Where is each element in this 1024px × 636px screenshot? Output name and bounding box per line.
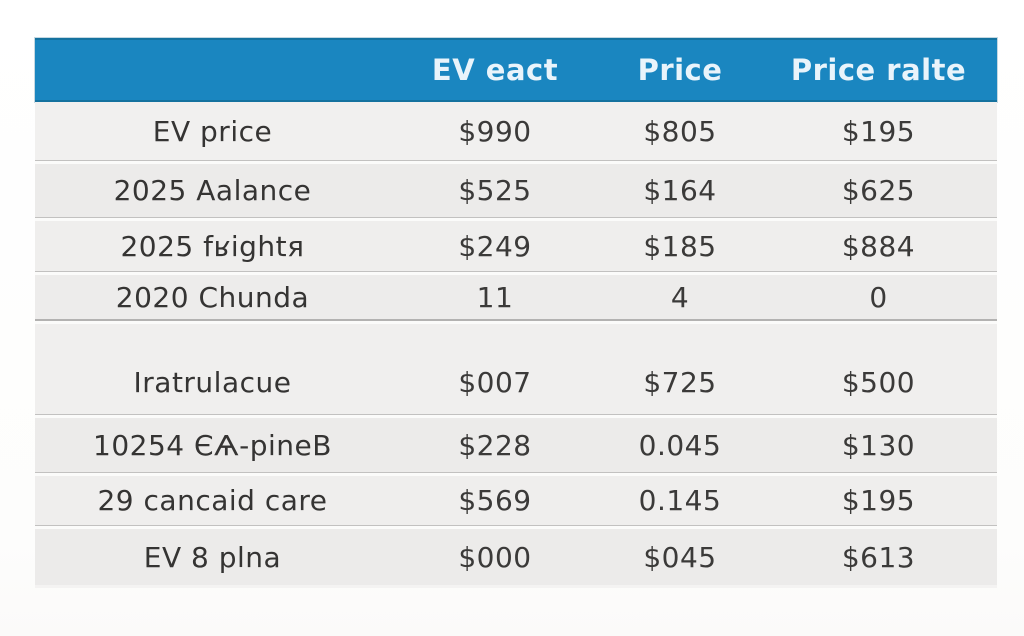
header-cell-price: Price (637, 53, 723, 87)
table-row: 2025 fʁightя $249 $185 $884 (35, 221, 997, 271)
cell-price-ralte: $195 (841, 484, 916, 517)
row-label: EV 8 plna (143, 540, 282, 574)
table-row: EV price $990 $805 $195 (35, 102, 997, 160)
row-label: 10254 ЄѦ-pineB (93, 428, 332, 462)
row-label: Iratrulacue (133, 365, 292, 399)
table-row: Iratrulacue $007 $725 $500 (35, 324, 997, 414)
row-label: 2025 fʁightя (120, 229, 305, 263)
cell-price: $725 (643, 365, 717, 399)
table-row: 29 cancaid care $569 0.145 $195 (35, 476, 997, 525)
table-row: 2025 Aalance $525 $164 $625 (35, 164, 997, 217)
cell-ev-eact: $990 (458, 114, 532, 148)
table-row: 2020 Chunda 11 4 0 (35, 275, 997, 319)
row-divider (35, 525, 997, 529)
cell-price: $045 (643, 540, 717, 574)
row-divider (35, 271, 997, 275)
cell-ev-eact: $228 (458, 428, 532, 462)
cell-ev-eact: $525 (458, 174, 532, 207)
cell-price: $805 (643, 114, 717, 148)
table-row: 10254 ЄѦ-pineB $228 0.045 $130 (35, 418, 997, 472)
cell-ev-eact: $007 (458, 365, 532, 399)
row-label: 29 cancaid care (97, 484, 328, 517)
section-divider (35, 319, 997, 324)
row-label: EV price (152, 114, 273, 148)
header-cell-ev-eact: EV eact (431, 53, 559, 87)
cell-price-ralte: $625 (841, 174, 916, 207)
cell-ev-eact: $249 (458, 229, 532, 263)
row-divider (35, 160, 997, 164)
table-bottom-edge (35, 585, 997, 588)
cell-price-ralte: $500 (841, 365, 916, 399)
table-header-row: EV eact Price Price ralte (35, 38, 997, 102)
table-row: EV 8 plna $000 $045 $613 (35, 529, 997, 585)
price-table: EV eact Price Price ralte EV price $990 … (35, 38, 997, 588)
cell-price: 4 (670, 280, 690, 314)
row-divider (35, 217, 997, 221)
cell-price: 0.145 (638, 484, 722, 517)
row-label: 2020 Chunda (115, 280, 310, 314)
cell-price: $185 (643, 229, 717, 263)
cell-price-ralte: $195 (841, 114, 916, 148)
cell-price: 0.045 (638, 428, 722, 462)
cell-price-ralte: 0 (869, 280, 888, 314)
cell-price: $164 (643, 174, 717, 207)
cell-ev-eact: 11 (476, 280, 514, 314)
cell-ev-eact: $569 (458, 484, 532, 517)
row-divider (35, 472, 997, 476)
row-divider (35, 414, 997, 418)
cell-price-ralte: $130 (841, 428, 916, 462)
cell-price-ralte: $884 (841, 229, 916, 263)
cell-ev-eact: $000 (458, 540, 532, 574)
header-cell-price-ralte: Price ralte (790, 53, 967, 87)
row-label: 2025 Aalance (113, 174, 312, 207)
cell-price-ralte: $613 (841, 540, 916, 574)
